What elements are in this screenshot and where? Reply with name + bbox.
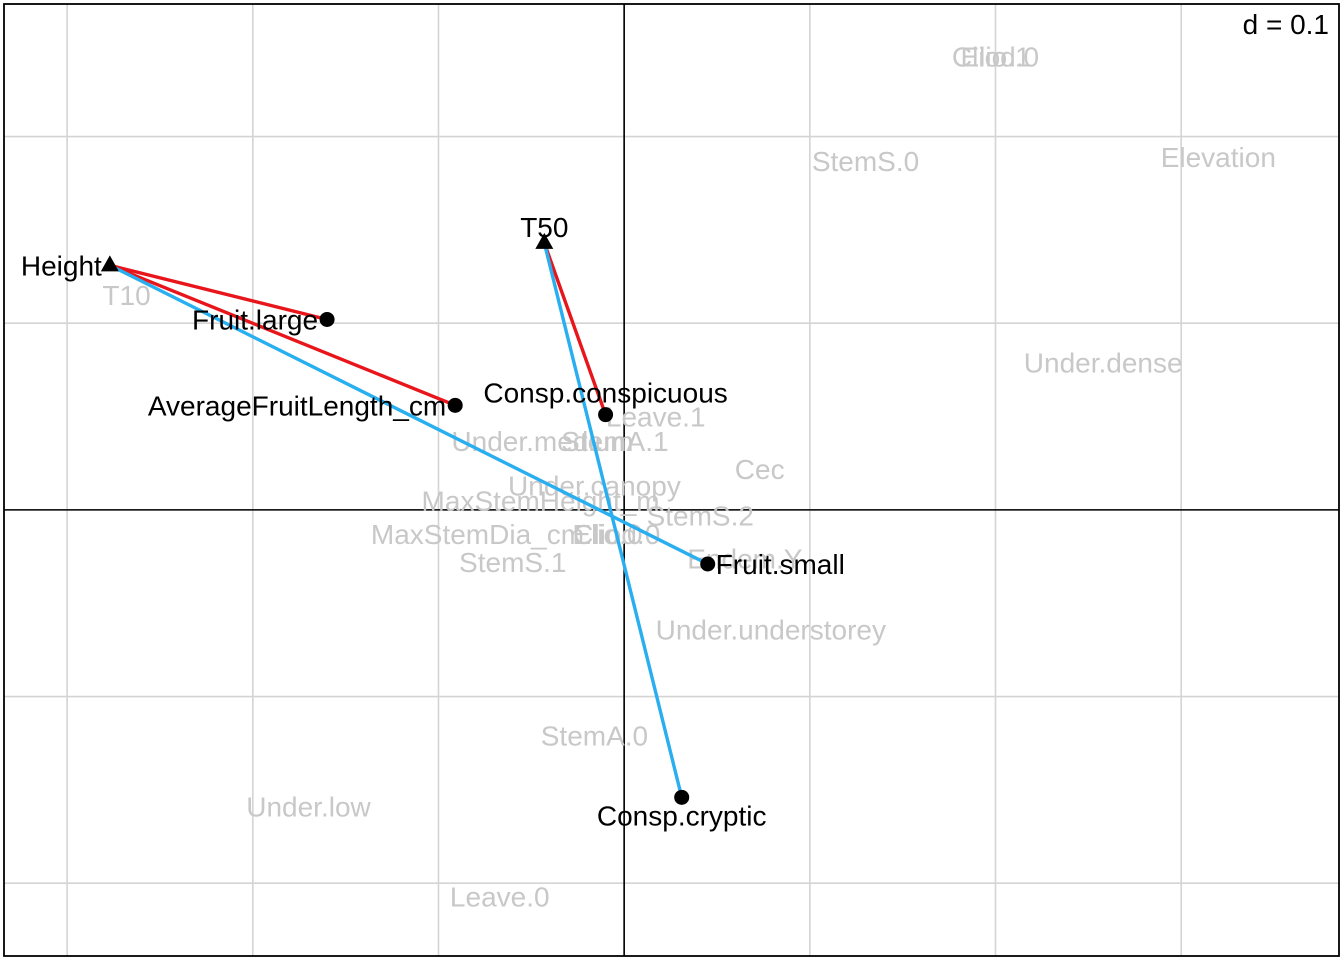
link-t50-consp-conspicuous xyxy=(542,242,608,416)
point-label-fruit-small: Fruit.small xyxy=(716,549,845,580)
bg-label-stems-2: StemS.2 xyxy=(647,500,754,531)
bg-label-under-medium: Under.medium xyxy=(451,426,633,457)
markers xyxy=(100,232,716,805)
trait-marker-t50 xyxy=(535,232,554,249)
point-label-t50: T50 xyxy=(520,212,568,243)
bg-label-t10: T10 xyxy=(102,280,150,311)
bg-label-maxstemdia-cm: MaxStemDia_cm xyxy=(371,519,584,550)
point-label-fruit-large: Fruit.large xyxy=(192,304,318,335)
trait-links xyxy=(109,242,709,798)
bg-label-maxstemheight-m: MaxStemHeight_m xyxy=(422,486,660,517)
bg-label-under-canopy: Under.canopy xyxy=(508,471,681,502)
point-label-averagefruitlength-cm: AverageFruitLength_cm xyxy=(148,390,446,421)
origin-axes xyxy=(4,4,1339,956)
point-marker-consp-cryptic xyxy=(674,789,690,805)
bg-label-stema-1: StemA.1 xyxy=(561,426,668,457)
bg-label-under-low: Under.low xyxy=(246,792,371,823)
point-marker-fruit-small xyxy=(700,556,716,572)
bg-label-cec: Cec xyxy=(735,454,785,485)
point-label-consp-conspicuous: Consp.conspicuous xyxy=(483,378,727,409)
point-labels: Height T50 Fruit.large AverageFruitLength_c… xyxy=(21,212,845,831)
scale-label: d = 0.1 xyxy=(1243,9,1329,40)
bg-label-cliod-0: Cliod.0 xyxy=(952,41,1039,72)
bg-label-elevation: Elevation xyxy=(1161,142,1276,173)
point-marker-fruit-large xyxy=(319,311,335,327)
trait-marker-height xyxy=(100,255,119,272)
link-height-fruit-large xyxy=(109,263,328,322)
bg-label-stems-0: StemS.0 xyxy=(812,146,919,177)
point-marker-averagefruitlength-cm xyxy=(447,397,463,413)
bg-label-leave-0: Leave.0 xyxy=(450,881,550,912)
link-height-fruit-small xyxy=(109,263,709,566)
point-label-consp-cryptic: Consp.cryptic xyxy=(597,800,767,831)
link-t50-consp-cryptic xyxy=(542,242,684,798)
bg-label-elio-1: Elio.1 xyxy=(960,41,1030,72)
bg-label-under-understorey: Under.understorey xyxy=(656,614,886,645)
point-marker-consp-conspicuous xyxy=(598,407,614,423)
bg-label-under-dense: Under.dense xyxy=(1024,347,1183,378)
bg-label-leave-1: Leave.1 xyxy=(606,402,706,433)
point-label-height: Height xyxy=(21,250,102,281)
plot-frame xyxy=(3,3,1340,957)
bg-label-stema-0: StemA.0 xyxy=(541,721,648,752)
link-height-averagefruitlength-cm xyxy=(109,263,456,407)
bg-label-stems-1: StemS.1 xyxy=(459,547,566,578)
